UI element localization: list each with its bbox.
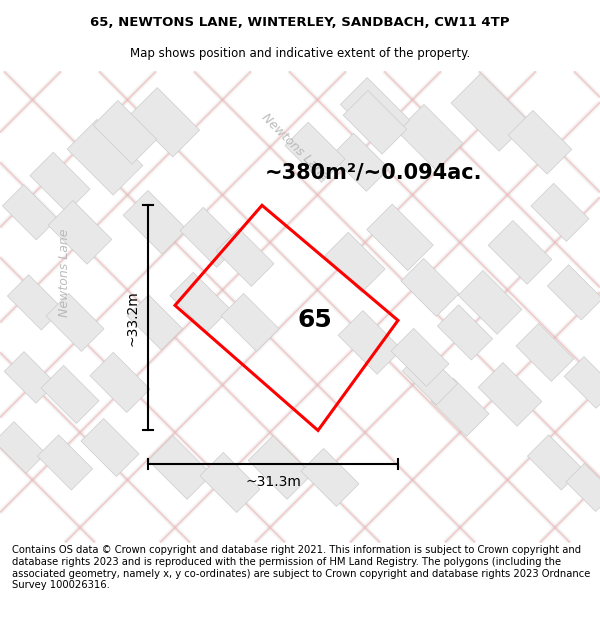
Polygon shape: [67, 119, 143, 195]
Polygon shape: [478, 362, 542, 426]
Polygon shape: [30, 152, 90, 213]
Polygon shape: [340, 78, 410, 147]
Polygon shape: [401, 258, 459, 316]
Polygon shape: [81, 419, 139, 476]
Polygon shape: [4, 352, 56, 403]
Polygon shape: [221, 293, 279, 351]
Polygon shape: [367, 204, 433, 271]
Text: 65, NEWTONS LANE, WINTERLEY, SANDBACH, CW11 4TP: 65, NEWTONS LANE, WINTERLEY, SANDBACH, C…: [90, 16, 510, 29]
Text: ~380m²/~0.094ac.: ~380m²/~0.094ac.: [265, 162, 482, 182]
Polygon shape: [285, 122, 345, 182]
Polygon shape: [2, 185, 58, 240]
Polygon shape: [130, 88, 200, 157]
Polygon shape: [547, 265, 600, 320]
Polygon shape: [397, 104, 463, 170]
Polygon shape: [488, 221, 552, 284]
Polygon shape: [403, 350, 458, 405]
Polygon shape: [46, 293, 104, 351]
Polygon shape: [531, 183, 589, 241]
Text: Newtons Lane: Newtons Lane: [59, 228, 71, 317]
Polygon shape: [437, 305, 493, 360]
Text: ~33.2m: ~33.2m: [125, 290, 139, 346]
Polygon shape: [516, 323, 574, 381]
Polygon shape: [431, 378, 489, 436]
Polygon shape: [90, 352, 150, 412]
Polygon shape: [338, 311, 402, 374]
Polygon shape: [566, 463, 600, 511]
Text: Map shows position and indicative extent of the property.: Map shows position and indicative extent…: [130, 47, 470, 60]
Polygon shape: [248, 436, 312, 499]
Polygon shape: [216, 228, 274, 286]
Polygon shape: [93, 101, 157, 164]
Polygon shape: [343, 91, 407, 154]
Polygon shape: [148, 436, 212, 499]
Polygon shape: [127, 295, 182, 350]
Polygon shape: [123, 191, 187, 254]
Polygon shape: [0, 422, 46, 473]
Polygon shape: [331, 133, 389, 191]
Polygon shape: [7, 275, 62, 330]
Polygon shape: [527, 435, 583, 490]
Polygon shape: [451, 73, 529, 151]
Text: Newtons Lane: Newtons Lane: [259, 111, 331, 183]
Polygon shape: [200, 452, 260, 512]
Polygon shape: [41, 366, 99, 423]
Text: ~31.3m: ~31.3m: [245, 476, 301, 489]
Polygon shape: [301, 449, 359, 506]
Polygon shape: [48, 201, 112, 264]
Polygon shape: [325, 232, 385, 292]
Polygon shape: [180, 208, 240, 268]
Polygon shape: [564, 357, 600, 408]
Text: Contains OS data © Crown copyright and database right 2021. This information is : Contains OS data © Crown copyright and d…: [12, 546, 590, 590]
Polygon shape: [170, 272, 230, 332]
Polygon shape: [391, 328, 449, 386]
Polygon shape: [508, 111, 572, 174]
Polygon shape: [458, 271, 522, 334]
Text: 65: 65: [298, 308, 332, 332]
Polygon shape: [37, 435, 92, 490]
